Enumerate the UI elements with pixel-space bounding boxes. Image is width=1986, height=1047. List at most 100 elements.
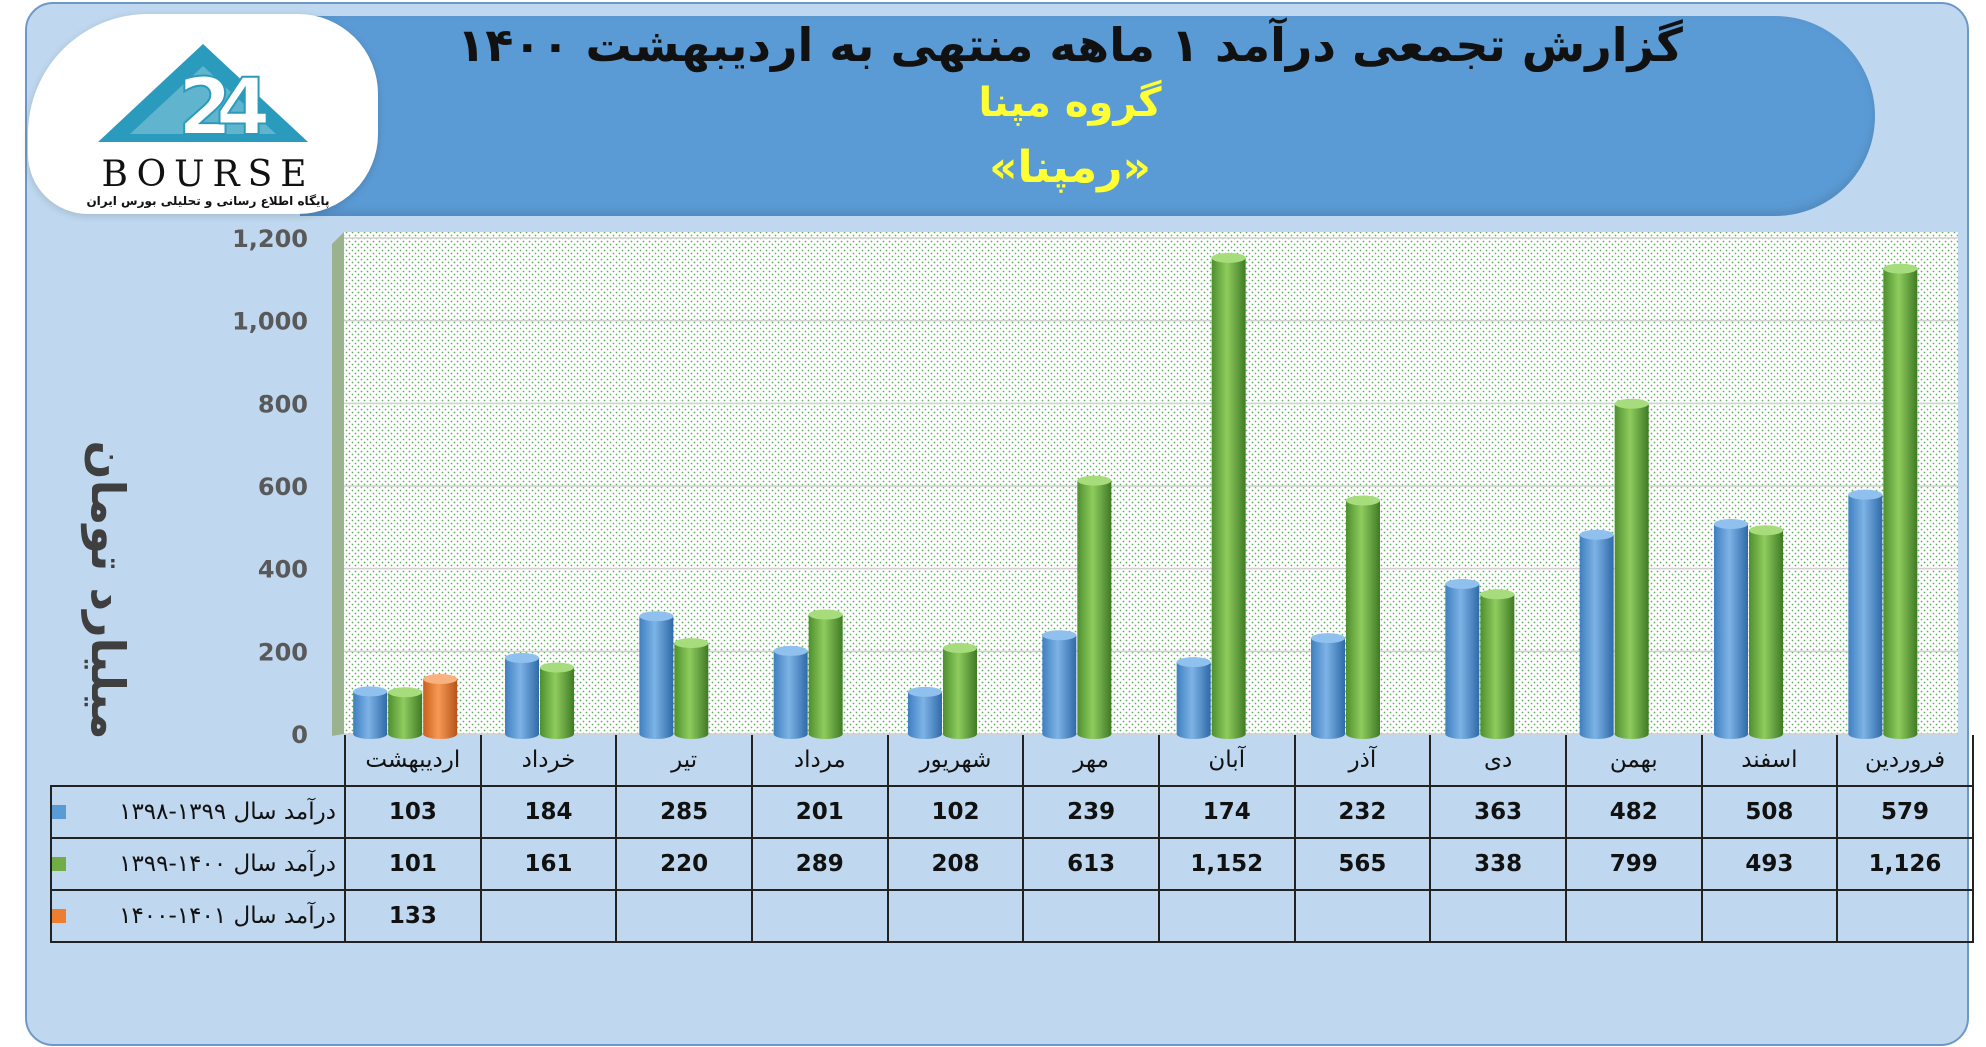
month-label: دی bbox=[1429, 735, 1567, 787]
value-cell: 285 bbox=[615, 785, 753, 839]
bar bbox=[1749, 525, 1783, 739]
bar bbox=[505, 652, 539, 739]
legend-swatch-orange bbox=[52, 909, 66, 923]
logo-tagline: پایگاه اطلاع رسانی و تحلیلی بورس ایران bbox=[86, 194, 330, 208]
bar-cap bbox=[388, 687, 423, 698]
triangle-24-logo-icon: 2 4 bbox=[98, 44, 308, 154]
bar-cap bbox=[505, 652, 539, 663]
legend-label: درآمد سال ۱۳۹۹-۱۳۹۸ bbox=[119, 799, 336, 825]
value-cell bbox=[479, 889, 618, 943]
value-cell bbox=[1429, 889, 1567, 943]
bar-body bbox=[908, 691, 942, 734]
bar-cap bbox=[1480, 589, 1515, 600]
bar-cap bbox=[773, 645, 808, 656]
legend-swatch-green bbox=[52, 857, 66, 871]
value-cell: 101 bbox=[344, 837, 482, 891]
bar bbox=[1614, 398, 1649, 739]
bar bbox=[773, 645, 808, 739]
value-cell bbox=[1564, 889, 1703, 943]
bar bbox=[353, 686, 388, 739]
bar-cap bbox=[1211, 252, 1246, 263]
value-cell: 613 bbox=[1022, 837, 1160, 891]
bar-body bbox=[1346, 500, 1380, 734]
bar-body bbox=[1176, 662, 1211, 734]
value-cell bbox=[1157, 889, 1296, 943]
y-tick-label: 400 bbox=[258, 556, 308, 584]
month-label: مهر bbox=[1022, 735, 1160, 787]
legend-label: درآمد سال ۱۴۰۱-۱۴۰۰ bbox=[119, 903, 336, 929]
bar bbox=[1042, 630, 1077, 739]
bar-body bbox=[1614, 403, 1649, 734]
bar bbox=[1848, 489, 1883, 739]
value-cell: 1,152 bbox=[1157, 837, 1296, 891]
series-row-1: درآمد سال ۱۳۹۹-۱۳۹۸ 103 184 285 201 102 239 17… bbox=[50, 785, 1974, 839]
legend-swatch-blue bbox=[52, 805, 66, 819]
value-cell: 338 bbox=[1429, 837, 1567, 891]
bar-body bbox=[1480, 594, 1515, 734]
bar-body bbox=[773, 650, 808, 734]
bar bbox=[1077, 475, 1112, 739]
value-cell: 508 bbox=[1700, 785, 1839, 839]
value-cell bbox=[1022, 889, 1160, 943]
value-cell: 239 bbox=[1022, 785, 1160, 839]
svg-text:4: 4 bbox=[216, 63, 270, 153]
bar-cap bbox=[423, 674, 458, 685]
value-cell bbox=[1700, 889, 1839, 943]
value-cell: 232 bbox=[1293, 785, 1432, 839]
month-label: مرداد bbox=[750, 735, 889, 787]
value-cell bbox=[750, 889, 889, 943]
value-cell: 579 bbox=[1836, 785, 1974, 839]
bar-body bbox=[674, 643, 709, 734]
bar-body bbox=[423, 679, 458, 734]
bourse-logo: 2 4 BOURSE پایگاه اطلاع رسانی و تحلیلی ب… bbox=[28, 14, 378, 214]
value-cell: 208 bbox=[886, 837, 1025, 891]
bar-cap bbox=[943, 643, 977, 654]
month-label: اردیبهشت bbox=[344, 735, 482, 787]
bar-cap bbox=[808, 609, 843, 620]
bar-body bbox=[1714, 524, 1748, 734]
bar bbox=[1346, 495, 1380, 739]
bar-body bbox=[1848, 494, 1883, 734]
bar-body bbox=[943, 648, 977, 734]
bar bbox=[540, 662, 574, 739]
bar-body bbox=[1749, 530, 1783, 734]
bar-cap bbox=[1176, 657, 1211, 668]
bar-cap bbox=[639, 611, 674, 622]
bar-body bbox=[1311, 638, 1345, 734]
bar-cap bbox=[1579, 529, 1614, 540]
y-tick-label: 600 bbox=[258, 473, 308, 501]
value-cell: 133 bbox=[344, 889, 482, 943]
series-legend-3: درآمد سال ۱۴۰۱-۱۴۰۰ bbox=[50, 889, 346, 943]
bar-cap bbox=[1883, 263, 1918, 274]
bar-cap bbox=[540, 662, 574, 673]
bar bbox=[1211, 252, 1246, 739]
value-cell bbox=[615, 889, 753, 943]
value-cell bbox=[886, 889, 1025, 943]
bar-body bbox=[505, 657, 539, 734]
y-tick-label: 200 bbox=[258, 638, 308, 666]
ticker-symbol: «رمپنا» bbox=[989, 142, 1151, 193]
bar-cap bbox=[1614, 398, 1649, 409]
bar-cap bbox=[1311, 633, 1345, 644]
bar bbox=[1480, 589, 1515, 739]
value-cell: 363 bbox=[1429, 785, 1567, 839]
page-title: گزارش تجمعی درآمد ۱ ماهه منتهی به اردیبه… bbox=[457, 18, 1683, 72]
bar bbox=[943, 643, 977, 739]
bar bbox=[808, 609, 843, 739]
bar-body bbox=[808, 614, 843, 734]
bar-cap bbox=[1848, 489, 1883, 500]
bar-body bbox=[1211, 257, 1246, 734]
month-header-row: اردیبهشت خرداد تیر مرداد شهریور مهر آبان آذر دی ب… bbox=[51, 735, 1974, 787]
bar-body bbox=[540, 667, 574, 734]
value-cell: 102 bbox=[886, 785, 1025, 839]
bar-body bbox=[388, 692, 423, 734]
value-cell: 1,126 bbox=[1836, 837, 1974, 891]
bar-cap bbox=[1445, 578, 1480, 589]
y-tick-label: 800 bbox=[258, 390, 308, 418]
y-tick-label: 1,000 bbox=[232, 308, 308, 336]
bar bbox=[674, 638, 709, 739]
value-cell: 565 bbox=[1293, 837, 1432, 891]
bar-cap bbox=[674, 638, 709, 649]
value-cell: 799 bbox=[1564, 837, 1703, 891]
bar-body bbox=[639, 616, 674, 734]
